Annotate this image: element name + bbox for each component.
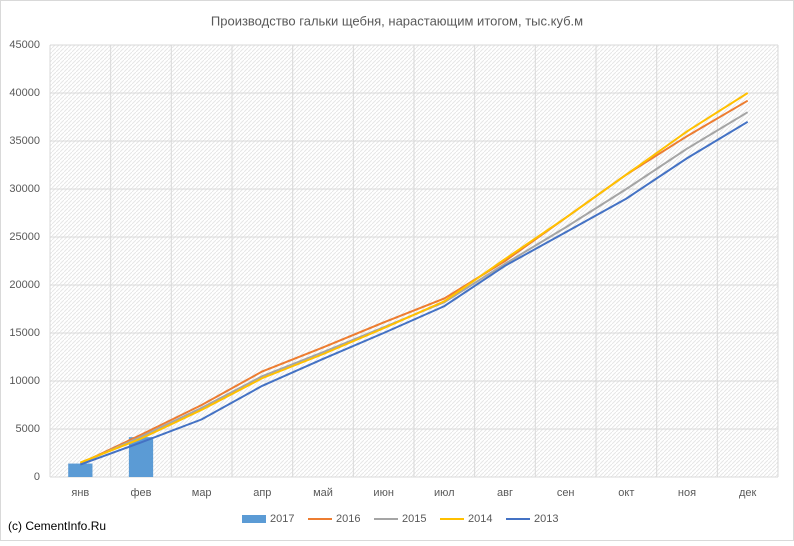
y-tick-label: 10000 xyxy=(9,375,40,387)
legend-label: 2017 xyxy=(270,513,294,525)
x-tick-label: окт xyxy=(618,487,634,499)
legend-label: 2016 xyxy=(336,513,360,525)
legend-label: 2015 xyxy=(402,513,426,525)
x-tick-label: июл xyxy=(434,487,455,499)
x-tick-label: мар xyxy=(192,487,212,499)
y-tick-label: 35000 xyxy=(9,135,40,147)
legend-label: 2014 xyxy=(468,513,492,525)
x-tick-label: июн xyxy=(373,487,393,499)
y-tick-label: 5000 xyxy=(16,423,40,435)
x-tick-label: янв xyxy=(71,487,89,499)
y-tick-label: 25000 xyxy=(9,231,40,243)
x-tick-label: ноя xyxy=(678,487,696,499)
x-tick-label: фев xyxy=(130,487,151,499)
x-tick-label: авг xyxy=(497,487,513,499)
y-tick-label: 40000 xyxy=(9,87,40,99)
bar xyxy=(128,437,154,477)
y-tick-label: 30000 xyxy=(9,183,40,195)
x-tick-label: дек xyxy=(739,487,757,499)
chart-title: Производство гальки щебня, нарастающим и… xyxy=(211,13,583,28)
y-tick-label: 15000 xyxy=(9,327,40,339)
y-tick-label: 0 xyxy=(34,471,40,483)
x-tick-label: апр xyxy=(253,487,271,499)
line xyxy=(79,120,749,466)
legend-swatch xyxy=(242,515,266,523)
y-tick-label: 20000 xyxy=(9,279,40,291)
y-tick-label: 45000 xyxy=(9,39,40,51)
source: (c) CementInfo.Ru xyxy=(8,519,106,533)
line xyxy=(79,92,749,464)
bar xyxy=(68,463,93,477)
x-tick-label: сен xyxy=(557,487,575,499)
legend-label: 2013 xyxy=(534,513,558,525)
x-tick-label: май xyxy=(313,487,333,499)
